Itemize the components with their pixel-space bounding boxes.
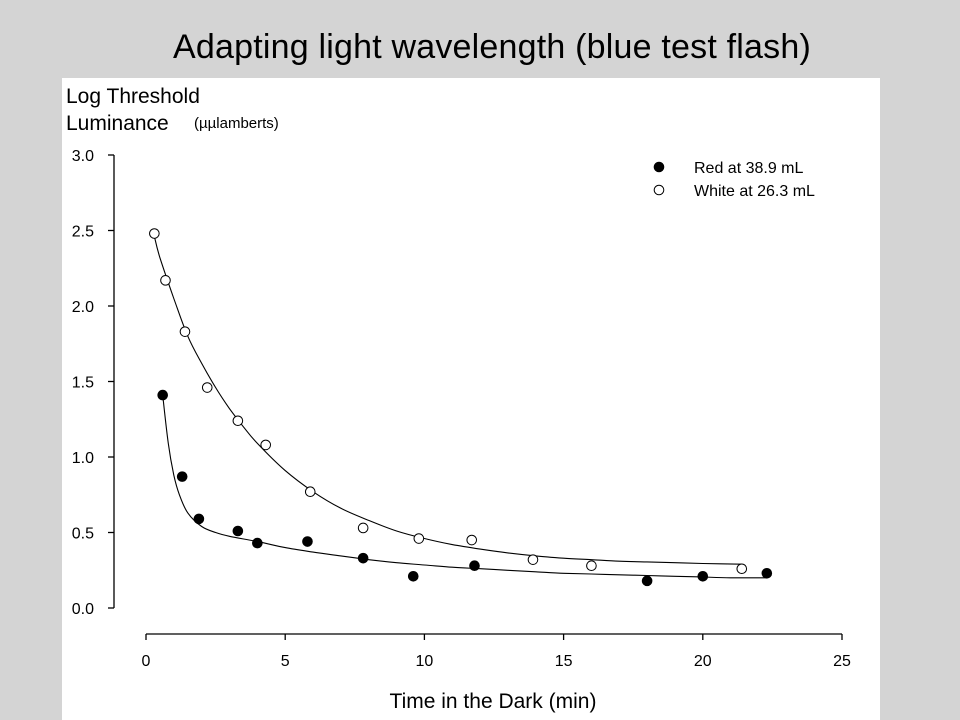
data-point-red xyxy=(252,537,263,549)
legend-label-white: White at 26.3 mL xyxy=(694,183,815,200)
data-point-red xyxy=(697,570,709,582)
x-ticks: 0 5 10 15 20 25 xyxy=(142,634,851,670)
data-point-white xyxy=(357,522,369,534)
ylabel-line2: Luminance xyxy=(66,112,169,135)
y-tick-label: 3.0 xyxy=(72,148,94,165)
data-point-red xyxy=(157,389,169,401)
data-point-red xyxy=(176,471,188,482)
legend-marker-red xyxy=(653,161,665,173)
x-tick-label: 15 xyxy=(555,653,573,670)
data-point-red xyxy=(761,567,773,579)
y-tick-label: 1.5 xyxy=(72,375,94,392)
y-tick-label: 2.5 xyxy=(72,224,94,241)
data-point-red xyxy=(641,575,653,587)
y-tick-label: 2.0 xyxy=(72,299,94,316)
legend-label-red: Red at 38.9 mL xyxy=(694,160,804,177)
data-points xyxy=(149,228,773,587)
legend-marker-white xyxy=(653,184,665,196)
data-point-red xyxy=(357,552,369,564)
legend: Red at 38.9 mL White at 26.3 mL xyxy=(653,160,815,200)
y-ticks: 0.0 0.5 1.0 1.5 2.0 2.5 3.0 xyxy=(72,148,114,618)
y-tick-label: 0.0 xyxy=(72,601,94,618)
y-tick-label: 1.0 xyxy=(72,450,94,467)
data-point-white xyxy=(466,534,478,546)
x-tick-label: 20 xyxy=(694,653,712,670)
fit-curve-red xyxy=(162,395,767,579)
ylabel-line1: Log Threshold xyxy=(66,85,200,108)
data-point-white xyxy=(232,415,244,427)
data-point-white xyxy=(160,275,171,286)
data-point-white xyxy=(413,533,425,544)
data-point-white xyxy=(586,560,597,572)
data-point-red xyxy=(407,570,419,582)
fit-curve-white xyxy=(153,236,742,565)
x-tick-label: 25 xyxy=(833,653,851,670)
slide-title: Adapting light wavelength (blue test fla… xyxy=(173,28,811,66)
data-point-red xyxy=(232,525,244,537)
y-tick-label: 0.5 xyxy=(72,526,94,543)
data-point-red xyxy=(469,560,480,572)
data-point-white xyxy=(179,326,191,337)
data-point-red xyxy=(302,536,313,547)
data-point-white xyxy=(201,382,213,393)
data-point-white xyxy=(149,228,160,239)
ylabel-unit: (µµlamberts) xyxy=(194,115,279,132)
x-tick-label: 0 xyxy=(142,653,151,670)
data-point-red xyxy=(193,513,205,525)
data-point-white xyxy=(260,439,272,451)
fit-curves xyxy=(153,236,767,579)
x-tick-label: 10 xyxy=(416,653,434,670)
xlabel: Time in the Dark (min) xyxy=(390,690,597,713)
data-point-white xyxy=(304,486,316,498)
chart-panel: Log Threshold Luminance (µµlamberts) 0.0… xyxy=(62,78,880,720)
chart-svg: Log Threshold Luminance (µµlamberts) 0.0… xyxy=(66,85,851,713)
data-point-white xyxy=(736,563,748,575)
x-tick-label: 5 xyxy=(281,653,290,670)
data-point-white xyxy=(527,554,539,565)
